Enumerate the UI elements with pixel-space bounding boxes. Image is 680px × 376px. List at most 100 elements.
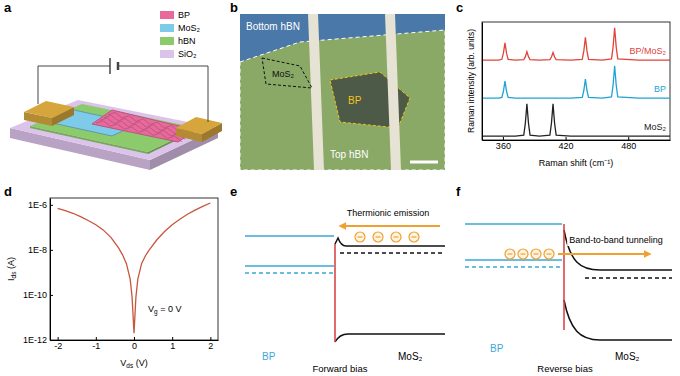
- material-label: MoS₂: [398, 351, 423, 362]
- bp-fermi-level: [245, 272, 334, 274]
- panel-letter: e: [230, 184, 237, 199]
- material-label: MoS₂: [615, 351, 640, 362]
- text-part: (V): [133, 358, 148, 368]
- series-line: [58, 203, 211, 333]
- electrode: [385, 14, 401, 170]
- tick-label: -2: [54, 341, 62, 351]
- tick-mark: [96, 337, 97, 340]
- electron: [409, 232, 419, 242]
- bp-fermi-level: [465, 266, 562, 268]
- bp-pucker: [96, 121, 182, 142]
- tick-mark: [50, 295, 53, 296]
- arrow: [558, 253, 650, 255]
- junction: [334, 244, 336, 342]
- electrode-top: [176, 117, 222, 134]
- frame: [50, 198, 218, 340]
- mos2-fermi-level: [585, 277, 672, 279]
- tick: 420: [559, 137, 574, 151]
- tick-mark: [134, 337, 135, 340]
- tick: 2: [208, 337, 213, 351]
- tick: 1E-8: [28, 245, 53, 255]
- tick-mark: [50, 340, 53, 341]
- tick-label: 1E-10: [23, 290, 47, 300]
- junction: [563, 224, 565, 330]
- electron-sign: [412, 236, 417, 237]
- tick-label: 1E-8: [28, 245, 47, 255]
- material-label: BP: [262, 351, 276, 362]
- bp-valence-band: [245, 265, 334, 267]
- micrograph: [240, 14, 445, 170]
- legend-label: hBN: [178, 36, 196, 46]
- caption: Forward bias: [313, 363, 368, 374]
- tick: 1E-10: [23, 290, 53, 300]
- series-line: [482, 28, 670, 60]
- electrode-top: [24, 101, 74, 118]
- axis-title: Raman intensity (arb. units): [466, 29, 476, 133]
- electron-sign: [358, 236, 363, 237]
- panel-letter: b: [230, 0, 238, 15]
- panel-b: Bottom hBNMoS₂BPTop hBN: [240, 14, 445, 170]
- legend-label: SiO₂: [178, 49, 197, 59]
- arrow-label: Thermionic emission: [347, 208, 430, 218]
- panel-letter: a: [4, 0, 12, 15]
- electron: [531, 249, 541, 259]
- legend-swatch: [160, 24, 174, 32]
- series-label: BP: [654, 84, 666, 94]
- bp-pucker: [100, 118, 185, 139]
- region-label: Bottom hBN: [246, 21, 300, 32]
- subscript: ds: [126, 362, 133, 369]
- plot-area: [58, 203, 211, 333]
- electron-sign: [547, 253, 552, 254]
- legend-label: BP: [178, 10, 190, 20]
- electron: [355, 232, 365, 242]
- battery-plate: [117, 62, 120, 70]
- tick-mark: [58, 337, 59, 340]
- arrow: [340, 225, 440, 227]
- mos2-valence-band: [335, 334, 445, 342]
- axis-line: [482, 23, 483, 141]
- y-axis: [482, 23, 483, 141]
- chart: 360420480Raman shift (cm⁻¹)Raman intensi…: [466, 22, 671, 168]
- electron: [391, 232, 401, 242]
- bp-conduction-band: [245, 235, 334, 237]
- text-part: = 0 V: [158, 304, 182, 314]
- tick-mark: [210, 337, 211, 340]
- tick-mark: [503, 137, 504, 140]
- mos2-conduction-band: [335, 238, 445, 246]
- label-background: [567, 234, 665, 246]
- panel-a: BP MoS₂ hBN SiO₂: [10, 10, 222, 170]
- chart: -2-10121E-121E-101E-81E-6Vds (V)Ids (A)V…: [6, 198, 219, 369]
- tick-label: -1: [92, 341, 100, 351]
- legend-swatch: [160, 37, 174, 45]
- tick: -1: [92, 337, 100, 351]
- mos2-valence-band: [564, 300, 672, 340]
- panel-e: Thermionic emission BP MoS₂ Forward bias: [245, 208, 445, 374]
- caption: Reverse bias: [537, 363, 593, 374]
- panel-letter: f: [456, 184, 461, 199]
- y-axis: 1E-12 1E-10 1E-8 1E-6: [23, 199, 53, 346]
- electron: [373, 232, 383, 242]
- tick-label: 480: [621, 141, 636, 151]
- panel-f: Band-to-band tunnelingBPMoS₂Reverse bias: [465, 224, 672, 374]
- tick-label: 2: [208, 341, 213, 351]
- region-label: BP: [348, 95, 362, 106]
- series-label: BP/MoS₂: [629, 46, 666, 56]
- axis-title: Vds (V): [120, 358, 147, 369]
- tick-mark: [172, 337, 173, 340]
- tick-mark: [566, 137, 567, 140]
- plot-area: [482, 28, 670, 136]
- tick-label: 1: [170, 341, 175, 351]
- legend-swatch: [160, 11, 174, 19]
- mos2-fermi-level: [340, 252, 445, 254]
- legend-swatch: [160, 50, 174, 58]
- annotation: Vg = 0 V: [148, 304, 181, 316]
- tick: 1E-12: [23, 335, 53, 345]
- legend-label: MoS₂: [178, 23, 201, 33]
- subscript: ds: [10, 272, 17, 279]
- wire: [38, 66, 208, 122]
- x-axis: 360420480: [483, 137, 671, 151]
- axis-line: [50, 199, 51, 341]
- tick: 1E-6: [28, 200, 53, 210]
- frame: [482, 22, 670, 140]
- series-line: [482, 66, 670, 98]
